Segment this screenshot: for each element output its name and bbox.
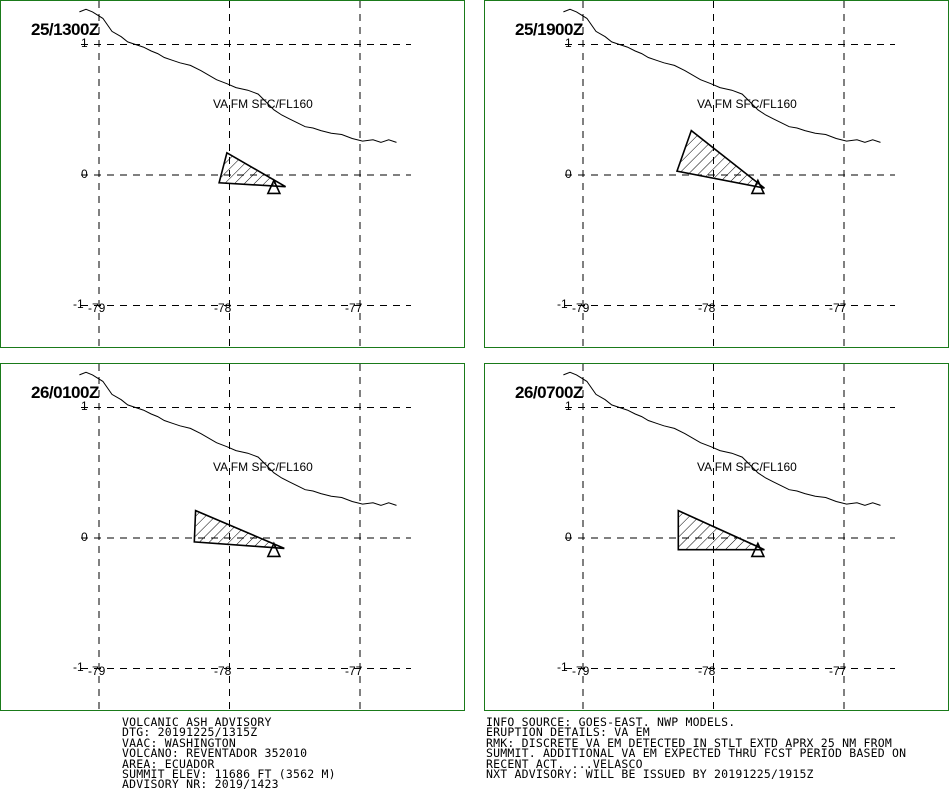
x-tick-label: -78 bbox=[698, 301, 716, 315]
y-tick-label: 0 bbox=[81, 530, 88, 544]
ash-cloud-polygon bbox=[677, 509, 765, 551]
map-canvas bbox=[563, 1, 895, 347]
y-tick-label: -1 bbox=[73, 297, 84, 311]
coastline bbox=[563, 371, 881, 506]
x-tick-label: -79 bbox=[88, 664, 106, 678]
ash-cloud-polygon bbox=[675, 129, 765, 189]
advisory-line: NXT ADVISORY: WILL BE ISSUED BY 20191225… bbox=[486, 767, 814, 782]
ash-layer-label: VA FM SFC/FL160 bbox=[697, 97, 797, 111]
y-tick-label: -1 bbox=[73, 660, 84, 674]
map-canvas bbox=[79, 1, 411, 347]
map-panel-3: 26/0100Z VA FM SFC/FL160 1 0 -1 -79 -78 … bbox=[0, 363, 465, 711]
x-tick-label: -79 bbox=[572, 664, 590, 678]
y-tick-label: 0 bbox=[565, 167, 572, 181]
x-tick-label: -78 bbox=[214, 664, 232, 678]
y-tick-label: -1 bbox=[557, 297, 568, 311]
x-tick-label: -77 bbox=[829, 301, 847, 315]
advisory-line: ERUPTION DETAILS: VA EM bbox=[486, 725, 650, 740]
coastline bbox=[79, 371, 397, 506]
advisory-line: INFO SOURCE: GOES-EAST. NWP MODELS. bbox=[486, 715, 736, 729]
x-tick-label: -78 bbox=[698, 664, 716, 678]
volcano-triangle-icon bbox=[266, 541, 282, 558]
x-tick-label: -79 bbox=[572, 301, 590, 315]
advisory-line: ADVISORY NR: 2019/1423 bbox=[122, 777, 279, 792]
ash-layer-label: VA FM SFC/FL160 bbox=[213, 460, 313, 474]
y-tick-label: -1 bbox=[557, 660, 568, 674]
ash-cloud-polygon bbox=[218, 151, 287, 188]
map-panel-1: 25/1300Z VA FM SFC/FL160 1 0 -1 -79 -78 … bbox=[0, 0, 465, 348]
advisory-line: RMK: DISCRETE VA EM DETECTED IN STLT EXT… bbox=[486, 735, 893, 750]
advisory-line: VOLCANIC ASH ADVISORY bbox=[122, 715, 272, 729]
y-tick-label: 0 bbox=[565, 530, 572, 544]
volcano-triangle-icon bbox=[750, 178, 766, 195]
ash-layer-label: VA FM SFC/FL160 bbox=[213, 97, 313, 111]
y-tick-label: 1 bbox=[81, 399, 88, 413]
x-tick-label: -79 bbox=[88, 301, 106, 315]
y-tick-label: 1 bbox=[81, 36, 88, 50]
map-panel-2: 25/1900Z VA FM SFC/FL160 1 0 -1 -79 -78 … bbox=[484, 0, 949, 348]
y-tick-label: 1 bbox=[565, 36, 572, 50]
map-panel-4: 26/0700Z VA FM SFC/FL160 1 0 -1 -79 -78 … bbox=[484, 363, 949, 711]
advisory-header-text: VOLCANIC ASH ADVISORY DTG: 20191225/1315Z… bbox=[122, 715, 336, 792]
advisory-line: SUMMIT. ADDITIONAL VA EM EXPECTED THRU F… bbox=[486, 746, 907, 761]
advisory-line: AREA: ECUADOR bbox=[122, 756, 215, 771]
panel-time: 26/0100Z bbox=[31, 383, 99, 402]
panel-time: 26/0700Z bbox=[515, 383, 583, 402]
advisory-line: DTG: 20191225/1315Z bbox=[122, 725, 258, 740]
advisory-line: RECENT ACT. ...VELASCO bbox=[486, 756, 643, 771]
advisory-remarks-text: INFO SOURCE: GOES-EAST. NWP MODELS. ERUPT… bbox=[486, 715, 907, 782]
volcano-triangle-icon bbox=[750, 541, 766, 558]
x-tick-label: -77 bbox=[829, 664, 847, 678]
x-tick-label: -77 bbox=[345, 664, 363, 678]
advisory-line: VAAC: WASHINGTON bbox=[122, 735, 236, 750]
panel-time: 25/1900Z bbox=[515, 20, 583, 39]
coastline bbox=[79, 8, 397, 143]
coastline bbox=[563, 8, 881, 143]
map-canvas bbox=[563, 364, 895, 710]
volcano-triangle-icon bbox=[266, 178, 282, 195]
ash-layer-label: VA FM SFC/FL160 bbox=[697, 460, 797, 474]
x-tick-label: -77 bbox=[345, 301, 363, 315]
ash-cloud-polygon bbox=[193, 509, 285, 550]
advisory-line: VOLCANO: REVENTADOR 352010 bbox=[122, 746, 308, 761]
x-tick-label: -78 bbox=[214, 301, 232, 315]
y-tick-label: 0 bbox=[81, 167, 88, 181]
panel-time: 25/1300Z bbox=[31, 20, 99, 39]
map-canvas bbox=[79, 364, 411, 710]
y-tick-label: 1 bbox=[565, 399, 572, 413]
advisory-line: SUMMIT ELEV: 11686 FT (3562 M) bbox=[122, 767, 336, 782]
